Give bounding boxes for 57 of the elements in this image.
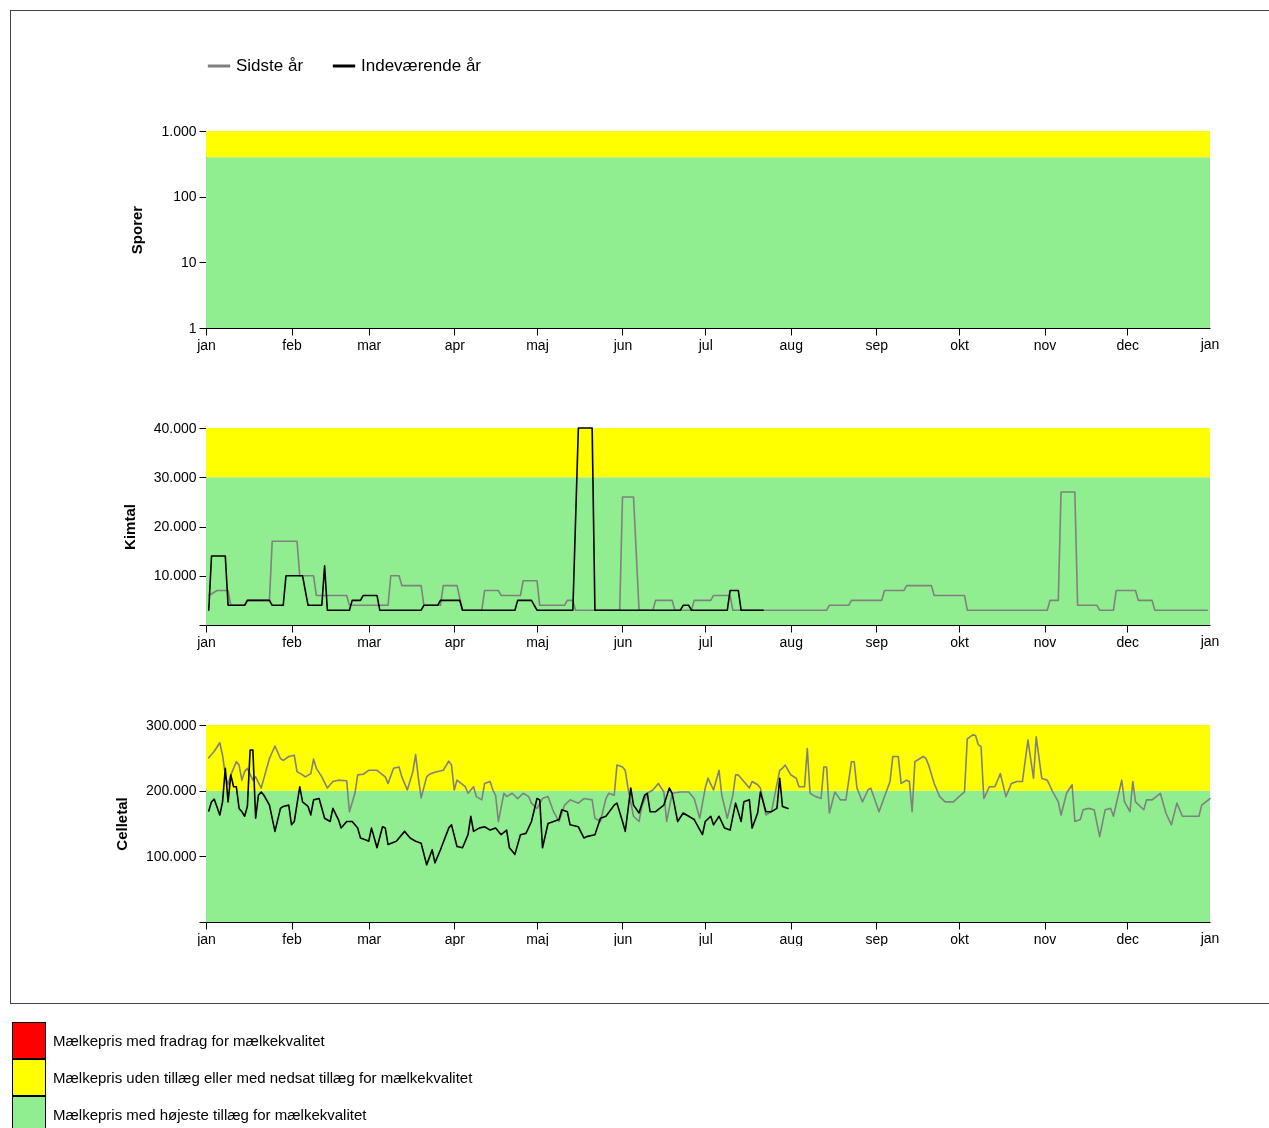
x-tick-label: sep: [865, 930, 889, 947]
x-tick-label: okt: [950, 336, 969, 353]
x-tick-label: jul: [697, 930, 713, 947]
x-tick-label: maj: [526, 336, 549, 353]
x-tick-label: jun: [612, 633, 633, 650]
x-tick-label: maj: [526, 930, 549, 947]
x-tick-label: sep: [865, 633, 889, 650]
y-axis-title: Sporer: [128, 205, 146, 255]
legend-label: Sidste år: [236, 56, 304, 75]
x-tick-label: okt: [950, 930, 969, 947]
x-tick-label: feb: [282, 633, 302, 650]
x-tick-label: jun: [612, 336, 633, 353]
text: Mælkepris med højeste tillæg for mælkekvalitet: [53, 1106, 367, 1123]
y-tick-label: 20.000: [153, 518, 197, 534]
y-tick-label: 300.000: [145, 716, 197, 733]
text: Mælkepris med fradrag for mælkekvalitet: [53, 1032, 325, 1049]
x-tick-label: maj: [526, 633, 549, 650]
x-tick-label: apr: [444, 336, 466, 353]
x-tick-label: okt: [950, 633, 969, 650]
x-tick-label: mar: [357, 336, 382, 353]
line-series: [207, 427, 764, 612]
x-tick-label: jun: [612, 930, 633, 947]
y-tick-label: 40.000: [153, 419, 197, 436]
y-axis-title: Celletal: [112, 797, 130, 851]
x-tick-label: mar: [357, 930, 382, 947]
x-tick-label: aug: [779, 633, 803, 650]
y-tick-label: 10.000: [153, 567, 197, 584]
line-series: [207, 749, 789, 866]
x-tick-label: jul: [697, 336, 713, 353]
x-tick-label: sep: [865, 336, 889, 353]
x-tick-label: dec: [1116, 930, 1140, 947]
y-tick-label: 100.000: [145, 847, 197, 864]
x-tick-label: mar: [357, 633, 382, 650]
text: Mælkepris uden tillæg eller med nedsat tillæg for mælkekvalitet: [53, 1069, 473, 1086]
x-tick-label: jul: [697, 633, 713, 650]
x-tick-label: dec: [1116, 633, 1140, 650]
y-tick-label: 1.000: [161, 122, 197, 139]
y-tick-label: 100: [173, 188, 197, 205]
x-tick-label: apr: [444, 633, 466, 650]
x-tick-label: jan: [196, 336, 216, 353]
y-axis-title: Kimtal: [120, 504, 138, 550]
y-tick-label: 10: [180, 253, 197, 270]
x-tick-label: nov: [1033, 633, 1057, 650]
legend-label: Indeværende år: [361, 56, 482, 75]
x-tick-label: jan: [196, 930, 216, 947]
x-tick-label: nov: [1033, 336, 1057, 353]
y-tick-label: 200.000: [145, 782, 197, 799]
y-tick-label: 1: [188, 319, 197, 336]
x-tick-label: feb: [282, 930, 302, 947]
x-tick-label: feb: [282, 336, 302, 353]
x-tick-label: jan: [196, 633, 216, 650]
y-tick-label: 30.000: [153, 468, 197, 485]
x-tick-label: dec: [1116, 336, 1140, 353]
x-tick-label: aug: [779, 336, 803, 353]
x-tick-label: aug: [779, 930, 803, 947]
x-tick-label: nov: [1033, 930, 1057, 947]
x-tick-label: apr: [444, 930, 466, 947]
